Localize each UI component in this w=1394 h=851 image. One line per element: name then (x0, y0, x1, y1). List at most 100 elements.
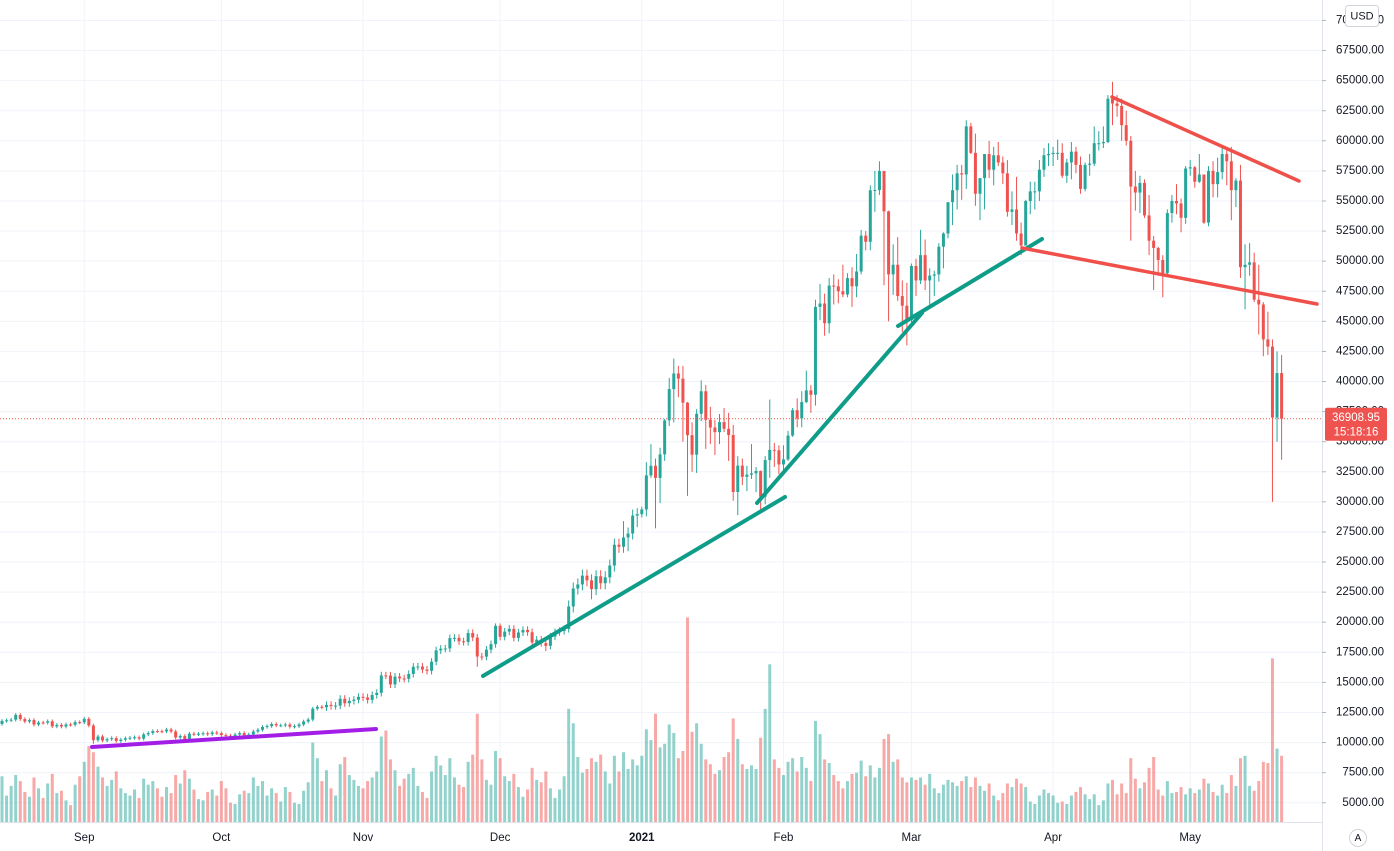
currency-button[interactable]: USD (1345, 5, 1379, 27)
volume-bar (128, 795, 132, 822)
volume-bar (146, 784, 150, 822)
currency-label[interactable]: USD (1350, 10, 1373, 22)
candle-body (1069, 151, 1073, 163)
candle-body (315, 706, 319, 709)
x-tick-label: Mar (902, 832, 922, 844)
candle-body (123, 738, 127, 740)
candle-body (512, 628, 516, 638)
volume-bar (1019, 783, 1023, 822)
trend-line[interactable] (896, 237, 1044, 328)
candle-body (1106, 98, 1110, 143)
candle-body (859, 235, 863, 272)
volume-bar (1202, 778, 1206, 822)
volume-bar (1120, 783, 1124, 822)
candle-body (873, 190, 877, 192)
trend-line[interactable] (481, 495, 787, 678)
volume-bar (1261, 761, 1265, 822)
trend-line[interactable] (90, 727, 378, 749)
y-tick-label: 17500.00 (1336, 646, 1384, 658)
volume-bar (352, 779, 356, 822)
volume-bar (1165, 781, 1169, 822)
last-price-label: 36908.95 (1332, 412, 1380, 424)
candle-body (1065, 162, 1069, 176)
last-price-box (1325, 407, 1387, 441)
candle-body (59, 724, 63, 727)
candle-body (914, 265, 918, 281)
volume-bar (87, 746, 91, 822)
volume-bar (224, 788, 228, 822)
candle-body (279, 725, 283, 727)
candle-body (727, 428, 731, 436)
auto-scale-circle[interactable] (1349, 829, 1367, 847)
volume-bar (644, 729, 648, 822)
volume-bar (288, 791, 292, 822)
candle-body (256, 729, 260, 732)
volume-bar (594, 761, 598, 822)
volume-bar (1079, 787, 1083, 822)
candle-body (526, 629, 530, 633)
volume-bar (471, 754, 475, 822)
candle-body (1270, 346, 1274, 418)
volume-bar (512, 773, 516, 822)
candle-body (87, 718, 91, 726)
candle-body (740, 465, 744, 477)
y-tick-label: 25000.00 (1336, 556, 1384, 568)
candle-body (941, 233, 945, 247)
candle-body (1092, 143, 1096, 164)
trend-line[interactable] (1110, 95, 1301, 183)
candle-body (1143, 182, 1146, 216)
volume-bar (1270, 658, 1274, 822)
trend-line[interactable] (1020, 246, 1319, 306)
candle-body (1083, 164, 1087, 189)
candle-body (973, 152, 977, 194)
volume-bar (160, 796, 164, 822)
volume-bar (142, 778, 146, 822)
y-tick-label: 7500.00 (1342, 767, 1384, 779)
candle-body (178, 736, 182, 738)
candle-body (1179, 203, 1183, 218)
y-tick-label: 32500.00 (1336, 466, 1384, 478)
candle-body (823, 303, 827, 324)
auto-scale-button[interactable]: A (1349, 829, 1367, 847)
volume-bar (631, 759, 635, 822)
candle-body (919, 255, 923, 281)
candle-body (324, 704, 328, 708)
volume-bar (1060, 801, 1064, 822)
volume-bar (457, 784, 461, 822)
volume-bar (50, 773, 54, 822)
candle-body (631, 515, 635, 534)
candle-body (722, 422, 726, 429)
volume-bar (951, 782, 955, 822)
candle-body (809, 390, 813, 395)
candle-body (398, 676, 402, 679)
candle-body (420, 666, 424, 670)
volume-bar (183, 770, 187, 822)
auto-scale-label[interactable]: A (1355, 833, 1362, 844)
volume-bar (964, 776, 968, 822)
candle-body (964, 126, 968, 175)
volume-bar (0, 776, 4, 822)
candle-body (567, 606, 571, 629)
currency-box[interactable] (1345, 5, 1379, 27)
volume-bar (996, 800, 1000, 822)
candle-body (361, 696, 365, 698)
candle-body (402, 678, 406, 680)
volume-bar (749, 765, 753, 822)
candle-body (1005, 173, 1009, 212)
candle-body (813, 306, 817, 395)
candle-body (242, 733, 246, 736)
candle-body (1051, 152, 1055, 155)
trend-line[interactable] (755, 311, 924, 505)
volume-bar (1193, 793, 1197, 822)
candle-body (960, 173, 964, 175)
volume-bar (580, 772, 584, 822)
candle-body (1120, 105, 1124, 126)
candle-body (1152, 240, 1156, 248)
volume-bar (713, 773, 717, 822)
volume-bar (813, 720, 817, 822)
x-tick-label: Dec (490, 832, 511, 844)
volume-bar (229, 802, 232, 822)
volume-bar (466, 761, 470, 822)
volume-bar (941, 784, 945, 822)
